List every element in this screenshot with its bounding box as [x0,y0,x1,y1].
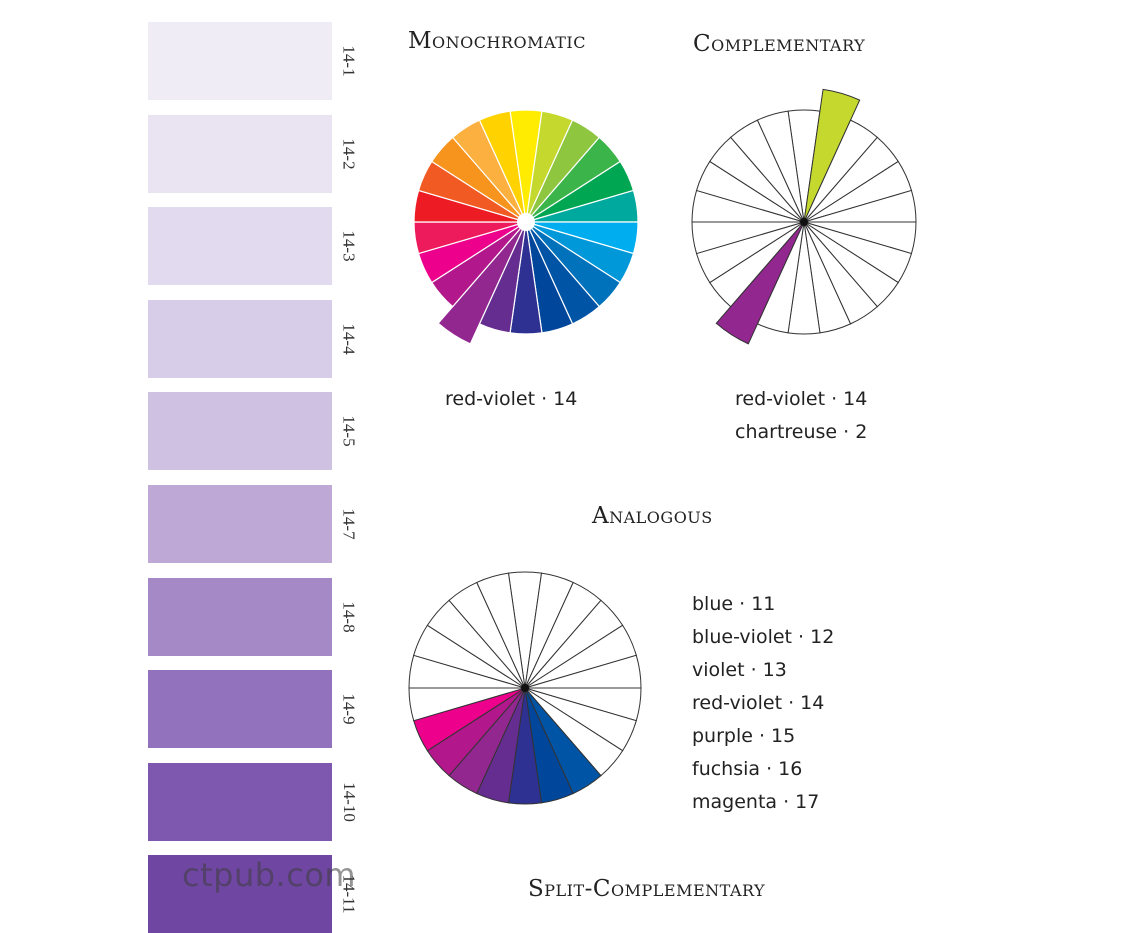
swatch-row: 14-1 [148,22,388,100]
swatch-row: 14-4 [148,300,388,378]
analogous-item: violet · 13 [692,659,787,681]
swatch-row: 14-3 [148,207,388,285]
swatch-strip: 14-1 14-2 14-3 14-4 14-5 14-7 14-8 14-9 14-10 14-… [148,0,388,933]
analogous-item: blue-violet · 12 [692,626,835,648]
wheel-hub [800,218,808,226]
complementary-caption-2: chartreuse · 2 [735,421,868,443]
swatch-label: 14-4 [339,323,359,355]
wheel-segment-highlight [803,88,861,223]
color-swatch [148,392,332,470]
color-swatch [148,207,332,285]
swatch-row: 14-2 [148,115,388,193]
color-swatch [148,300,332,378]
monochromatic-caption: red-violet · 14 [445,388,578,410]
swatch-label: 14-2 [339,138,359,170]
swatch-row: 14-8 [148,578,388,656]
color-swatch [148,670,332,748]
wheel-segment [478,110,527,223]
analogous-wheel [408,571,642,805]
wheel-hub [517,213,535,231]
monochromatic-title: Monochromatic [408,28,586,54]
color-swatch [148,22,332,100]
swatch-label: 14-9 [339,693,359,725]
swatch-label: 14-7 [339,508,359,540]
analogous-item: blue · 11 [692,593,776,615]
split-complementary-title: Split-Complementary [528,876,766,902]
swatch-row: 14-9 [148,670,388,748]
complementary-caption-1: red-violet · 14 [735,388,868,410]
monochromatic-wheel [413,109,639,345]
swatch-label: 14-10 [340,782,360,822]
analogous-list: blue · 11 blue-violet · 12 violet · 13 r… [692,588,834,819]
wheel-segment-highlight [715,221,805,345]
color-swatch [148,578,332,656]
swatch-label: 14-1 [339,45,359,77]
swatch-label: 14-8 [339,601,359,633]
swatch-row: 14-5 [148,392,388,470]
wheel-segment-highlight [437,221,527,345]
complementary-title: Complementary [693,31,866,57]
wheel-segment [476,572,526,689]
color-swatch [148,763,332,841]
swatch-label: 14-5 [339,415,359,447]
color-swatch [148,115,332,193]
wheel-hub [521,684,529,692]
analogous-title: Analogous [592,503,713,529]
swatch-row: 14-10 [148,763,388,841]
analogous-item: fuchsia · 16 [692,758,803,780]
wheel-segment [756,110,805,223]
analogous-item: purple · 15 [692,725,796,747]
watermark: ctpub.com [182,856,357,894]
complementary-wheel [691,88,917,345]
color-swatch [148,485,332,563]
analogous-item: magenta · 17 [692,791,820,813]
analogous-item: red-violet · 14 [692,692,825,714]
swatch-row: 14-7 [148,485,388,563]
swatch-label: 14-3 [339,230,359,262]
